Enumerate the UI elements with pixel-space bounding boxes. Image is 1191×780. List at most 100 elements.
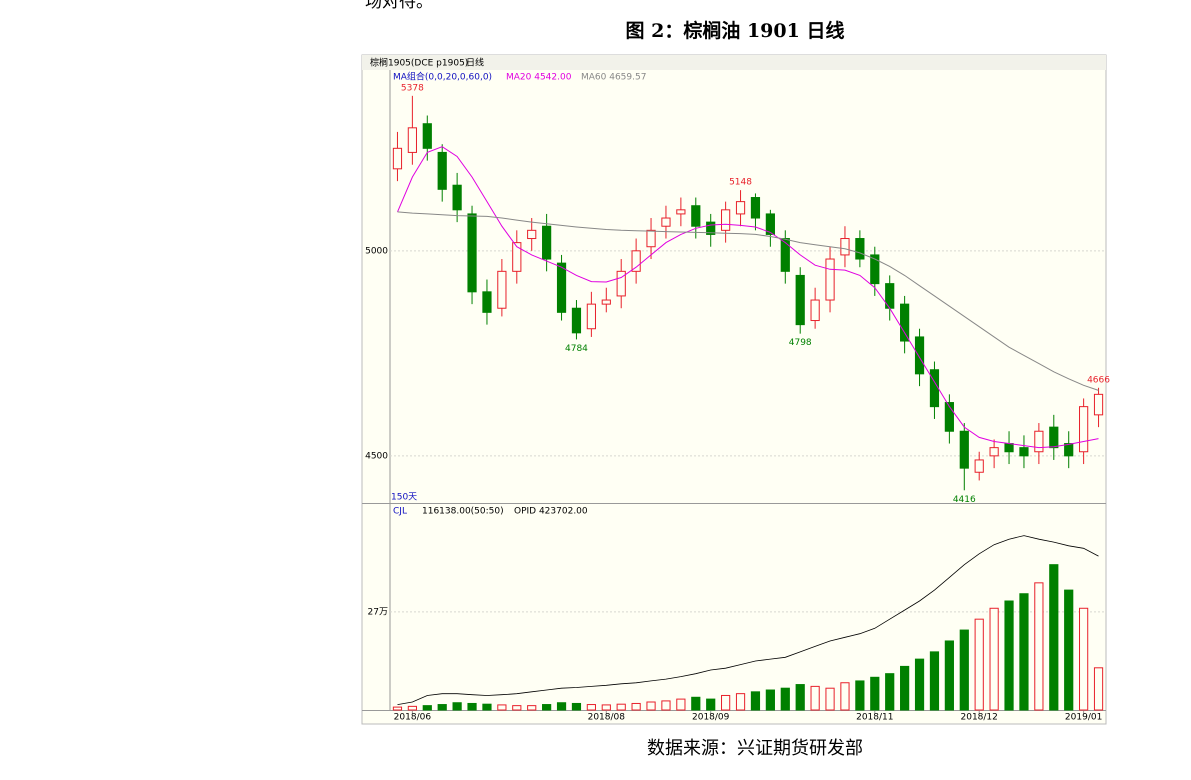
y-tick-label: 4500 [365,451,388,461]
volume-bar [556,702,567,711]
candle-body [527,229,537,240]
candle-body [944,402,954,432]
candle-body [542,225,552,260]
candle-body [392,147,403,170]
candle-body [616,270,626,297]
candle-body [1093,393,1104,416]
volume-bar [586,704,596,711]
volume-bar [1019,593,1029,711]
ma-group-label: MA组合(0,0,20,0,60,0) [393,71,492,83]
volume-bar [870,676,880,711]
candle-body [959,430,969,469]
candle-body [974,459,984,473]
candle-body [855,238,865,260]
ma-line [397,146,1099,449]
candle-body [452,184,462,211]
volume-bar [676,698,686,711]
candle-body [840,238,850,256]
x-tick-label: 2018/08 [588,713,626,723]
candle-body [646,229,656,248]
candle-body [706,221,716,235]
candle-body [1049,426,1059,449]
candle-body [810,299,820,322]
x-tick-label: 2018/09 [692,713,730,723]
candle-body [586,303,596,330]
candle-body [735,201,746,215]
volume-bar [646,701,656,711]
x-tick-label: 2018/11 [856,713,893,723]
candle-body [631,250,641,272]
volume-bar [691,696,701,711]
x-tick-label: 2018/06 [394,713,432,723]
candle-body [1079,406,1089,453]
volume-bar [900,665,910,711]
candle-body [1034,430,1044,453]
range-label: 150天 [391,493,417,503]
high-label: 4666 [1087,375,1110,385]
chart-frame [361,54,1107,725]
ma-line [397,211,1099,391]
volume-bar [765,689,775,711]
volume-bar [855,680,865,711]
volume-bar [571,702,582,711]
volume-bar [780,687,790,711]
candle-body [422,123,432,149]
volume-bar [1034,582,1044,711]
candle-body [900,303,910,342]
volume-bar [825,687,835,711]
source-note: 数据来源：兴证期货研发部 [647,738,863,759]
volume-bar [914,658,925,711]
candle-body [482,291,492,313]
candle-body [467,213,477,293]
volume-bar [661,700,671,711]
volume-bar [840,682,850,711]
x-tick-label: 2019/01 [1065,713,1102,723]
candle-body [407,127,417,153]
candle-body [929,369,940,408]
candle-body [795,274,805,326]
candle-body [1004,443,1014,453]
top-text: 场对待。 [365,0,433,12]
open-interest-line [397,535,1099,705]
legend-entry: MA60 4659.57 [581,73,646,83]
volume-bar [497,704,507,711]
volume-bar [616,703,626,711]
volume-bar [512,705,522,711]
volume-bar [944,640,954,711]
volume-bar [885,673,895,711]
open-interest-name: OPID 423702.00 [514,507,588,517]
candle-body [601,299,611,305]
y-tick-label: 5000 [365,246,388,256]
contract-label: 棕榈1905(DCE p1905) [370,57,468,69]
candle-body [512,242,522,272]
chart-header-bar [362,55,1106,70]
candle-body [870,254,880,285]
volume-label: 116138.00(50:50) [422,507,504,517]
candle-body [914,336,925,375]
volume-bar [750,691,761,711]
candle-body [556,262,567,313]
candle-body [989,447,999,457]
candle-body [691,205,701,227]
candle-body [437,151,447,190]
y-tick-label: 27万 [368,607,388,617]
volume-name: CJL [393,507,407,517]
candle-body [661,217,671,227]
low-label: 4784 [565,344,588,354]
candle-body [825,258,835,301]
volume-bar [1004,600,1014,711]
legend-entry: MA20 4542.00 [506,73,572,83]
volume-bar [527,705,537,711]
candle-body [497,270,507,309]
candle-body [1064,443,1074,457]
volume-bar [542,704,552,711]
volume-bar [974,618,984,711]
candle-body [676,209,686,215]
volume-bar [631,702,641,711]
volume-bar [795,684,805,711]
high-label: 5378 [401,83,424,93]
volume-bar [1093,667,1104,711]
volume-bar [482,703,492,711]
candle-body [750,197,761,219]
